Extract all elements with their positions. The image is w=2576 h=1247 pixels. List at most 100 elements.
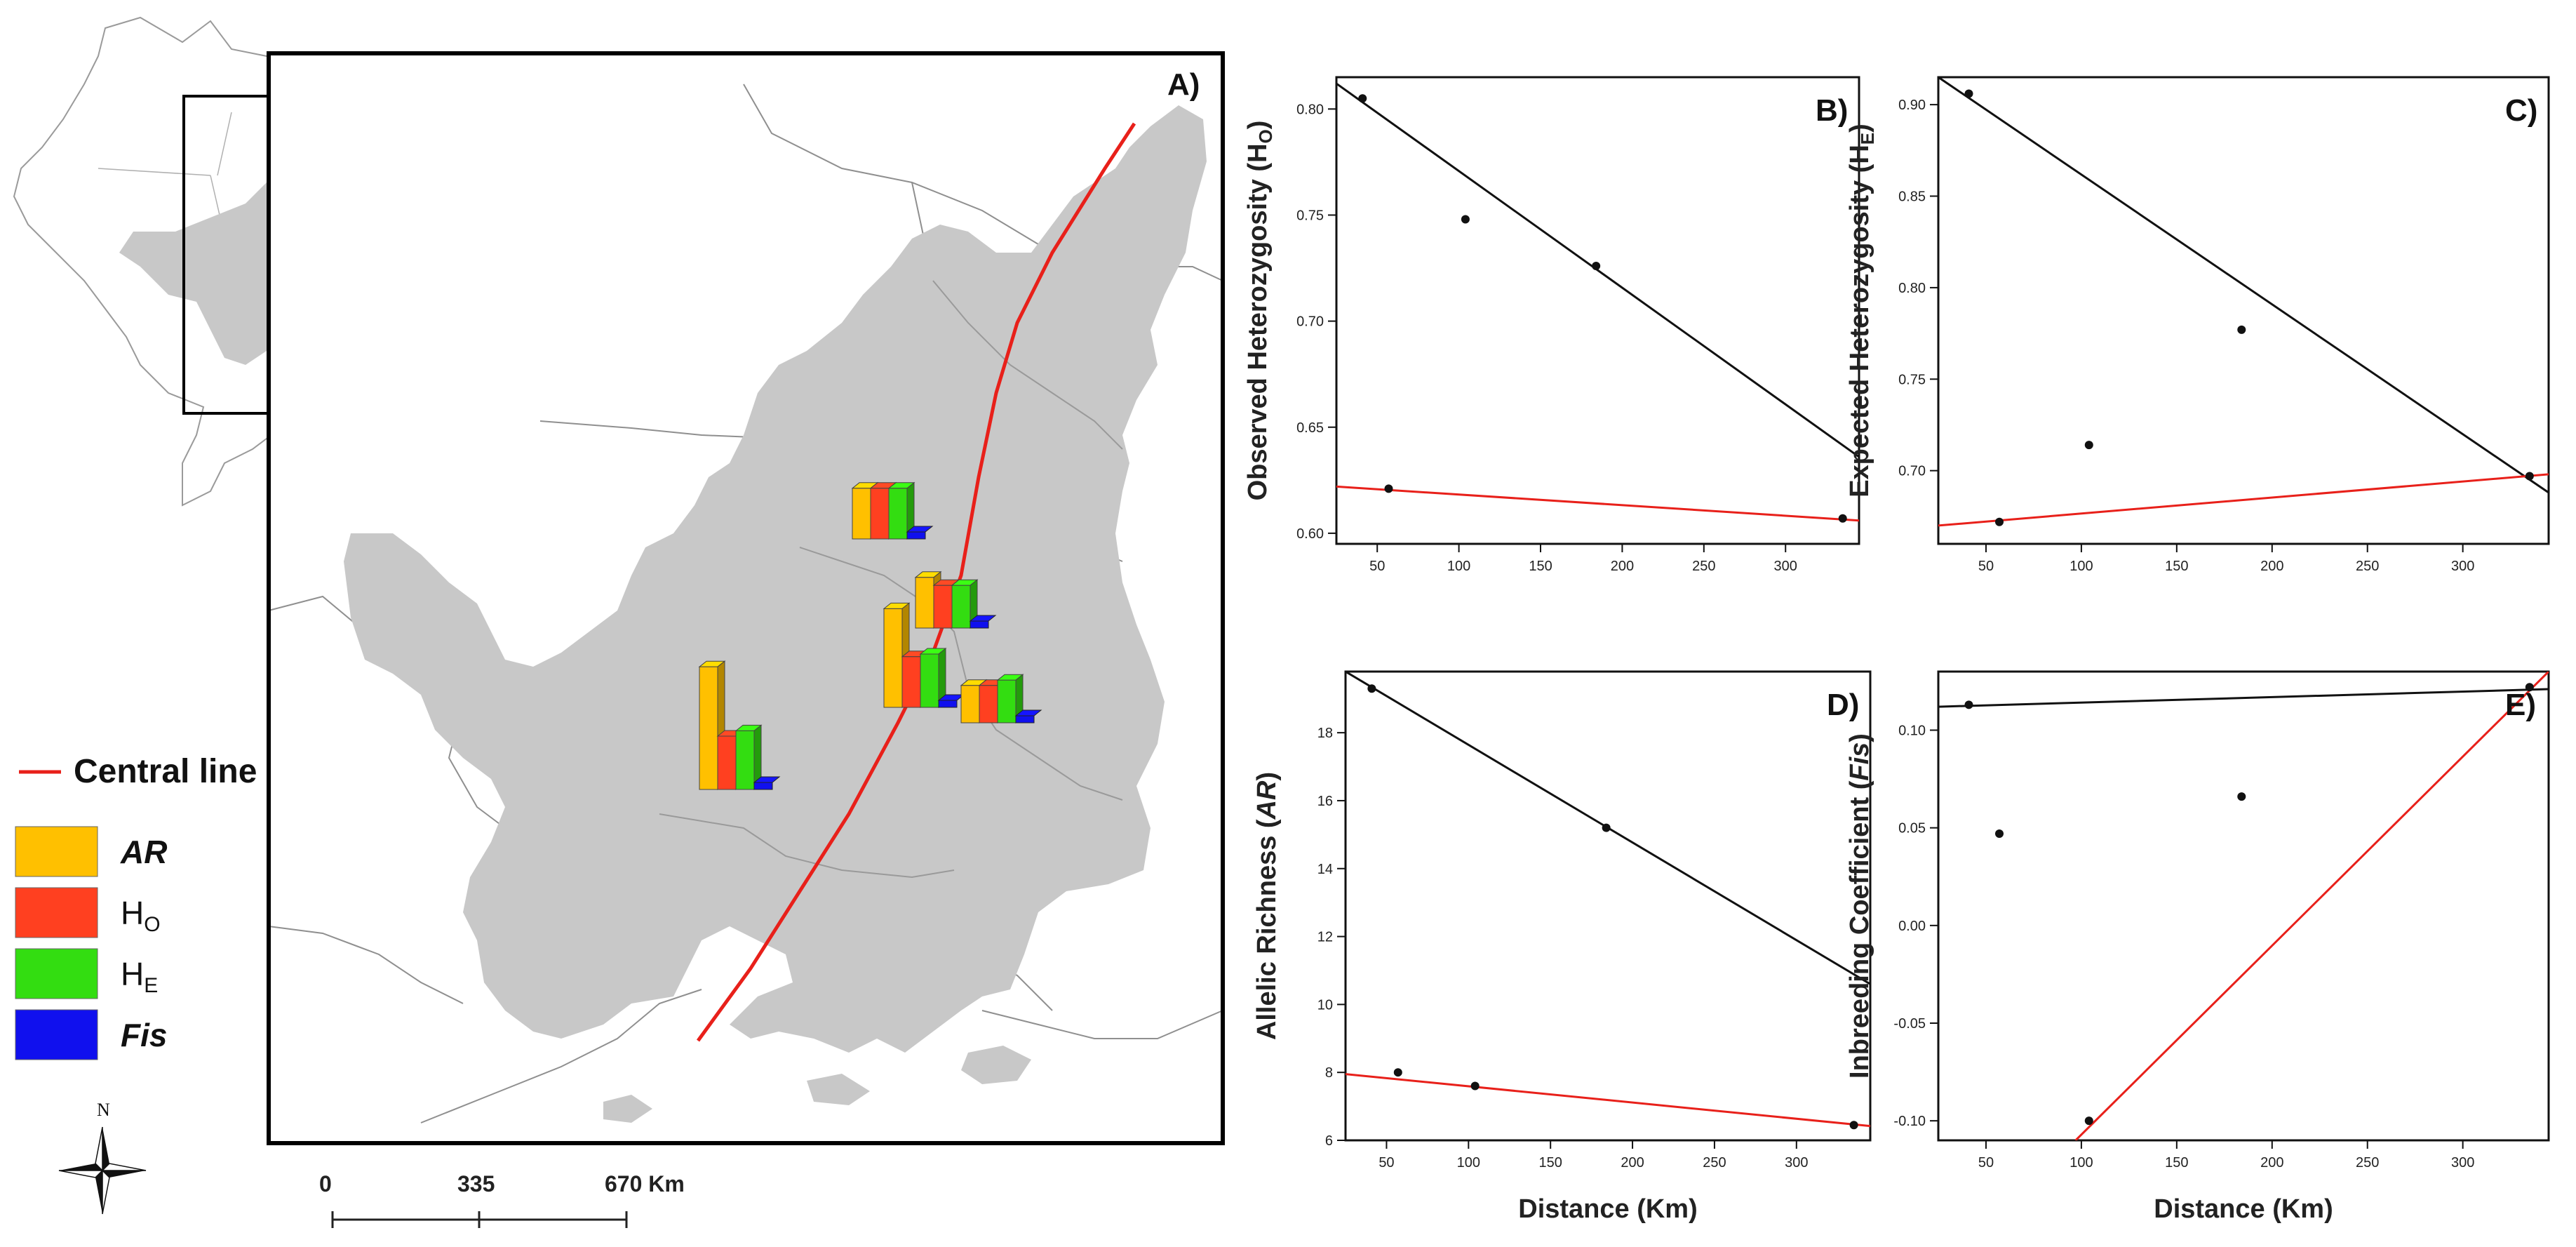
y-tick-label: -0.05 <box>1893 1016 1926 1032</box>
data-point <box>1461 215 1470 224</box>
panel-label: C) <box>2505 93 2537 128</box>
x-tick-label: 200 <box>2260 559 2283 574</box>
legend-fis-label: Fis <box>121 1017 167 1053</box>
x-tick-label: 200 <box>2260 1155 2283 1171</box>
panel-label: D) <box>1827 688 1859 722</box>
glyph-bar-he <box>735 730 755 790</box>
y-tick-label: 0.80 <box>1296 102 1324 117</box>
data-point <box>1964 700 1973 709</box>
data-point <box>1592 262 1601 271</box>
y-tick-label: 12 <box>1317 930 1333 945</box>
glyph-bar-ho <box>870 488 890 540</box>
data-point <box>1358 94 1367 103</box>
y-axis-label: Inbreeding Coefficient (Fis) <box>1845 733 1874 1079</box>
population-glyph-1 <box>851 481 934 540</box>
scale-bar: 0 335 670 Km <box>319 1171 685 1228</box>
x-tick-label: 200 <box>1611 559 1634 574</box>
legend-he-label: HE <box>121 956 158 997</box>
x-tick-label: 50 <box>1978 559 1994 574</box>
population-glyph-4 <box>960 674 1042 724</box>
legend-ho-swatch <box>15 887 98 938</box>
regression-line-red <box>1938 473 2549 527</box>
cerrado-region <box>344 105 1207 1053</box>
y-axis-label: Expected Heterozygosity (HE) <box>1845 124 1878 498</box>
data-point <box>1393 1068 1402 1077</box>
x-axis-label: Distance (Km) <box>1518 1194 1698 1224</box>
y-tick-label: 0.75 <box>1898 372 1926 387</box>
cerrado-fragment <box>961 1046 1031 1084</box>
y-tick-label: 6 <box>1325 1133 1333 1149</box>
data-point <box>2525 683 2534 692</box>
x-tick-label: 250 <box>1703 1155 1726 1171</box>
plot-panel-3: 50 100 150 200 250 300 6 8 10 12 14 16 18 D) Allelic R… <box>1252 670 1872 1224</box>
map-panel: A) Central line AR HO HE Fis N <box>13 16 1225 1228</box>
glyph-bar-fis <box>906 531 926 540</box>
glyph-bar-ho <box>979 685 998 723</box>
y-tick-label: 16 <box>1317 794 1333 809</box>
y-tick-label: 14 <box>1317 862 1333 877</box>
glyph-bar-fis <box>938 700 958 708</box>
y-tick-label: 18 <box>1317 726 1333 741</box>
x-tick-label: 50 <box>1378 1155 1394 1171</box>
plot-frame <box>1335 76 1860 545</box>
regression-line-black <box>1336 82 1859 458</box>
y-axis-label: Observed Heterozygosity (HO) <box>1243 121 1276 501</box>
interior-borders <box>659 280 1123 879</box>
plot-frame <box>1344 670 1872 1142</box>
regression-line-black <box>1938 77 2549 494</box>
y-tick-label: 8 <box>1325 1065 1333 1081</box>
legend-ar-label: AR <box>120 834 167 870</box>
x-tick-label: 300 <box>1785 1155 1808 1171</box>
x-tick-label: 300 <box>2451 559 2474 574</box>
y-tick-label: 0.65 <box>1296 420 1324 436</box>
legend-fis-swatch <box>15 1009 98 1060</box>
y-tick-label: 0.90 <box>1898 98 1926 113</box>
x-tick-label: 100 <box>1447 559 1470 574</box>
x-tick-label: 150 <box>1529 559 1552 574</box>
x-tick-label: 50 <box>1369 559 1385 574</box>
y-tick-label: 0.85 <box>1898 189 1926 205</box>
scale-label-670: 670 Km <box>605 1171 685 1196</box>
panel-label-a: A) <box>1167 67 1200 102</box>
x-tick-label: 100 <box>2069 559 2093 574</box>
regression-line-red <box>1346 1073 1870 1128</box>
map-frame-border <box>267 51 1225 1145</box>
x-tick-label: 150 <box>2165 559 2188 574</box>
population-bar-glyphs <box>698 481 1042 791</box>
data-point <box>2237 792 2246 801</box>
regression-line-black <box>1938 688 2549 708</box>
x-axis-label: Distance (Km) <box>2154 1194 2333 1224</box>
y-tick-label: 0.00 <box>1898 919 1926 934</box>
cerrado-fragment <box>807 1074 870 1105</box>
glyph-bar-ar <box>883 608 903 708</box>
map-legend: Central line AR HO HE Fis <box>15 753 257 1060</box>
x-tick-label: 150 <box>2165 1155 2188 1171</box>
glyph-bar-ar <box>915 577 934 629</box>
data-point <box>1995 829 2004 839</box>
x-tick-label: 200 <box>1621 1155 1644 1171</box>
central-line <box>696 122 1136 1042</box>
data-point <box>1838 514 1847 523</box>
data-point <box>2525 472 2534 481</box>
data-point <box>1367 684 1376 693</box>
data-point <box>1964 89 1973 98</box>
plot-panel-1: 50 100 150 200 250 300 0.60 0.65 0.70 0.75 0.80 B) O… <box>1243 76 1860 574</box>
panel-label: E) <box>2505 688 2536 722</box>
y-tick-label: 0.70 <box>1296 314 1324 330</box>
y-tick-label: 0.70 <box>1898 464 1926 479</box>
y-tick-label: 0.75 <box>1296 208 1324 223</box>
data-point <box>1602 823 1611 832</box>
scatter-plot-panels: 50 100 150 200 250 300 0.60 0.65 0.70 0.75 0.80 B) O… <box>1243 76 2550 1224</box>
plot-panel-4: 50 100 150 200 250 300 -0.10 -0.05 0.00 0.05 0.10 E… <box>1845 670 2550 1224</box>
glyph-bar-ar <box>699 666 718 790</box>
legend-he-swatch <box>15 948 98 999</box>
x-tick-label: 250 <box>2356 559 2379 574</box>
cerrado-fragment <box>603 1095 652 1123</box>
glyph-bar-he <box>888 488 908 540</box>
glyph-bar-ar <box>960 685 980 723</box>
glyph-bar-ho <box>717 735 737 790</box>
population-glyph-2 <box>914 571 997 629</box>
scale-label-335: 335 <box>457 1171 495 1196</box>
y-tick-label: 0.80 <box>1898 281 1926 296</box>
